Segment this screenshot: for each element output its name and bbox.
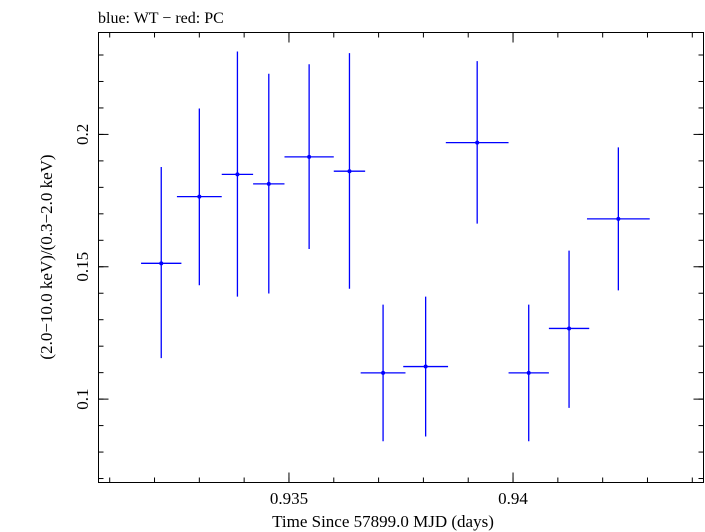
data-point — [403, 296, 449, 437]
y-tick-label: 0.1 — [73, 388, 92, 409]
point-marker — [307, 154, 312, 159]
point-marker — [423, 364, 428, 369]
data-point — [445, 61, 509, 224]
data-point — [221, 51, 254, 297]
data-point — [586, 147, 650, 291]
data-point — [333, 53, 366, 289]
point-marker — [381, 370, 386, 375]
point-marker — [235, 172, 240, 177]
plot-frame — [98, 32, 704, 483]
point-marker — [266, 181, 271, 186]
data-point — [360, 304, 406, 442]
point-marker — [526, 370, 531, 375]
point-marker — [159, 261, 164, 266]
data-point — [508, 304, 549, 442]
y-axis-label: (2.0−10.0 keV)/(0.3−2.0 keV) — [37, 154, 56, 359]
x-axis-label: Time Since 57899.0 MJD (days) — [272, 512, 494, 531]
point-marker — [616, 216, 621, 221]
point-marker — [197, 194, 202, 199]
y-tick-label: 0.15 — [73, 252, 92, 282]
axis-tick-labels: 0.935 0.94 0.1 0.15 0.2 — [73, 124, 528, 508]
x-tick-label: 0.935 — [270, 489, 308, 508]
y-tick-label: 0.2 — [73, 124, 92, 145]
point-marker — [347, 169, 352, 174]
point-marker — [475, 140, 480, 145]
data-point — [141, 166, 182, 359]
point-marker — [567, 326, 572, 331]
x-tick-label: 0.94 — [498, 489, 528, 508]
data-point — [253, 73, 285, 294]
data-point — [284, 64, 334, 250]
data-point — [548, 250, 590, 408]
data-points — [141, 51, 650, 442]
axis-ticks — [98, 32, 704, 483]
chart-title: blue: WT − red: PC — [98, 10, 224, 27]
data-point — [176, 108, 222, 286]
